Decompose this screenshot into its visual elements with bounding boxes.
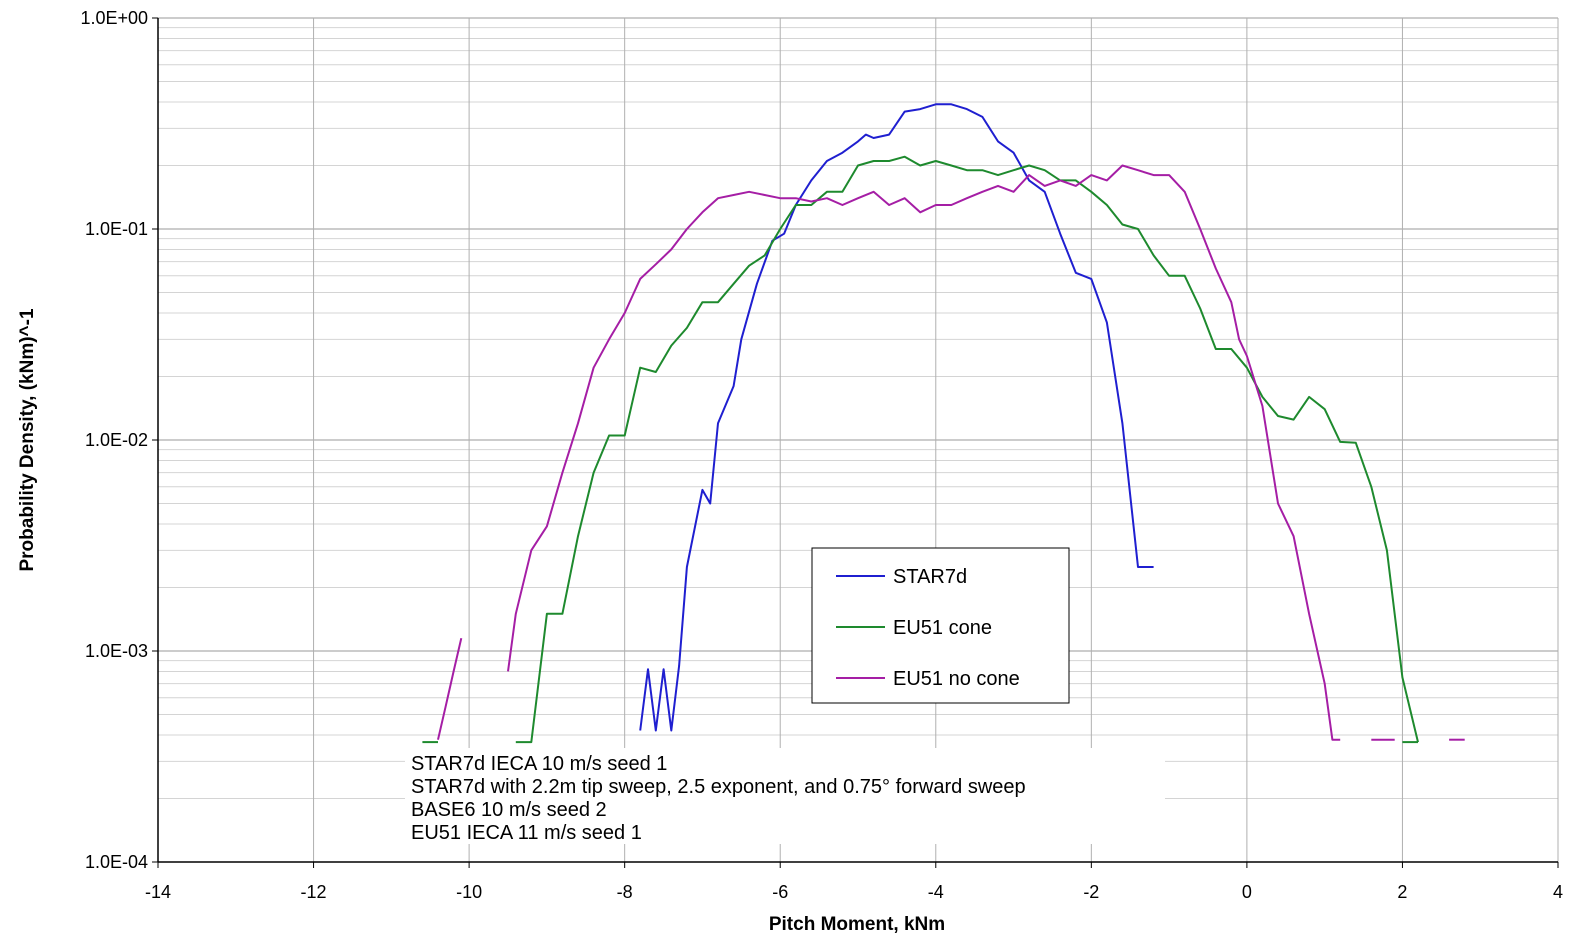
x-tick-label: -14 — [145, 882, 171, 902]
series-line-eu51-no-cone — [507, 164, 1341, 741]
y-tick-labels: 1.0E-04 1.0E-03 1.0E-02 1.0E-01 1.0E+00 — [80, 8, 148, 872]
series-lines — [422, 103, 1465, 744]
x-tick-label: -10 — [456, 882, 482, 902]
legend-label: STAR7d — [893, 566, 967, 588]
annotation-line: BASE6 10 m/s seed 2 — [411, 799, 607, 821]
x-tick-label: -4 — [928, 882, 944, 902]
axes — [152, 17, 1559, 868]
x-tick-label: 0 — [1242, 882, 1252, 902]
annotation-background — [405, 748, 1165, 844]
x-tick-label: -12 — [301, 882, 327, 902]
y-tick-label: 1.0E-03 — [85, 641, 148, 661]
legend: STAR7d EU51 cone EU51 no cone — [811, 547, 1070, 704]
x-tick-label: -2 — [1083, 882, 1099, 902]
series-line-eu51-cone — [515, 155, 1419, 744]
legend-label: EU51 cone — [893, 617, 992, 639]
y-tick-label: 1.0E+00 — [80, 8, 148, 28]
annotation-line: EU51 IECA 11 m/s seed 1 — [411, 822, 642, 844]
y-axis-title: Probability Density, (kNm)^-1 — [17, 308, 38, 572]
series-line-star7d — [639, 103, 1154, 732]
y-tick-label: 1.0E-01 — [85, 219, 148, 239]
annotation-line: STAR7d with 2.2m tip sweep, 2.5 exponent… — [411, 776, 1026, 798]
annotation-block: STAR7d IECA 10 m/s seed 1 STAR7d with 2.… — [405, 748, 1165, 844]
legend-label: EU51 no cone — [893, 668, 1020, 690]
x-tick-labels: -14 -12 -10 -8 -6 -4 -2 0 2 4 — [145, 882, 1563, 902]
annotation-line: STAR7d IECA 10 m/s seed 1 — [411, 753, 667, 775]
x-tick-label: 2 — [1397, 882, 1407, 902]
x-axis-title: Pitch Moment, kNm — [769, 914, 945, 935]
x-tick-label: 4 — [1553, 882, 1563, 902]
series-line-eu51-no-cone — [437, 637, 463, 740]
x-tick-label: -8 — [617, 882, 633, 902]
y-tick-label: 1.0E-02 — [85, 430, 148, 450]
x-tick-label: -6 — [772, 882, 788, 902]
y-tick-label: 1.0E-04 — [85, 852, 148, 872]
